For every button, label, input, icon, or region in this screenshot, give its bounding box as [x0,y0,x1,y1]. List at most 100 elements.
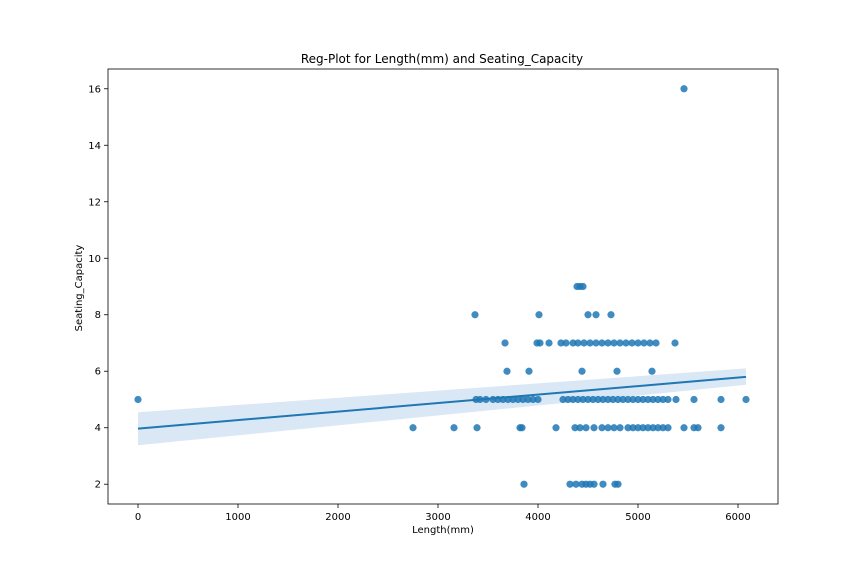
data-point [680,424,688,432]
data-point [503,367,511,375]
data-point [599,480,607,488]
data-point [664,424,672,432]
data-point [644,424,652,432]
y-tick-label: 6 [95,367,101,378]
data-point [616,424,624,432]
data-point [545,339,553,347]
data-point [680,85,688,93]
data-point [582,424,590,432]
scatter-points-layer [134,85,750,488]
y-tick-label: 10 [88,254,101,265]
data-point [586,339,594,347]
y-tick-label: 16 [88,84,101,95]
x-tick-label: 3000 [425,512,450,523]
data-point [473,424,481,432]
data-point [629,424,637,432]
data-point [552,424,560,432]
data-point [562,339,570,347]
data-point [654,395,662,404]
x-tick-label: 5000 [625,512,650,523]
y-tick-label: 12 [88,197,101,208]
data-point [589,395,597,404]
data-point [557,339,565,347]
data-point [644,395,652,404]
data-point [613,367,621,375]
data-point [580,339,588,347]
data-point [579,282,587,291]
data-point [664,395,672,404]
data-point [578,367,586,375]
x-tick-label: 4000 [525,512,550,523]
data-point [659,424,667,432]
x-tick-label: 2000 [325,512,350,523]
data-point [616,339,624,347]
data-point [649,395,657,404]
regression-line-layer [137,375,747,430]
x-axis-ticks: 0 1000 2000 3000 4000 5000 6000 [135,504,751,523]
x-tick-label: 1000 [225,512,250,523]
chart-title: Reg-Plot for Length(mm) and Seating_Capa… [301,52,583,66]
data-point [649,424,657,432]
data-point [536,339,544,347]
data-point [609,395,617,404]
data-point [614,480,622,488]
data-point [640,339,648,347]
data-point [599,395,607,404]
data-point [614,395,622,404]
data-point [471,311,479,319]
data-point [694,424,702,432]
data-point [610,339,618,347]
data-point [514,395,522,404]
data-point [525,367,533,375]
data-point [450,424,458,432]
data-point [690,395,698,404]
data-point [569,339,577,347]
data-point [559,395,567,404]
y-tick-label: 4 [95,423,101,434]
y-tick-label: 14 [88,141,101,152]
data-point [622,339,630,347]
data-point [629,395,637,404]
data-point [652,339,660,347]
data-point [566,480,574,488]
data-point [564,395,572,404]
data-point [648,367,656,375]
data-point [624,395,632,404]
data-point [590,480,598,488]
data-point [639,395,647,404]
data-point [574,339,582,347]
data-point [592,339,600,347]
x-tick-label: 6000 [725,512,750,523]
data-point [535,311,543,319]
data-point [529,395,537,404]
data-point [634,395,642,404]
data-point [571,424,579,432]
confidence-band [138,368,746,446]
data-point [672,395,680,404]
data-point [572,480,580,488]
data-point [569,395,577,404]
data-point [604,339,612,347]
data-point [639,424,647,432]
data-point [524,395,532,404]
data-point [409,424,417,432]
data-point [579,395,587,404]
data-point [604,395,612,404]
data-point [592,311,600,319]
data-point [519,395,527,404]
data-point [598,424,606,432]
data-point [671,339,679,347]
data-point [634,339,642,347]
y-axis-label: Seating_Capacity [74,245,85,332]
data-point [646,339,654,347]
data-point [134,395,142,404]
data-point [619,395,627,404]
data-point [604,424,612,432]
data-point [501,339,509,347]
data-point [598,339,606,347]
regression-line [137,375,747,430]
data-point [574,395,582,404]
x-tick-label: 0 [135,512,141,523]
